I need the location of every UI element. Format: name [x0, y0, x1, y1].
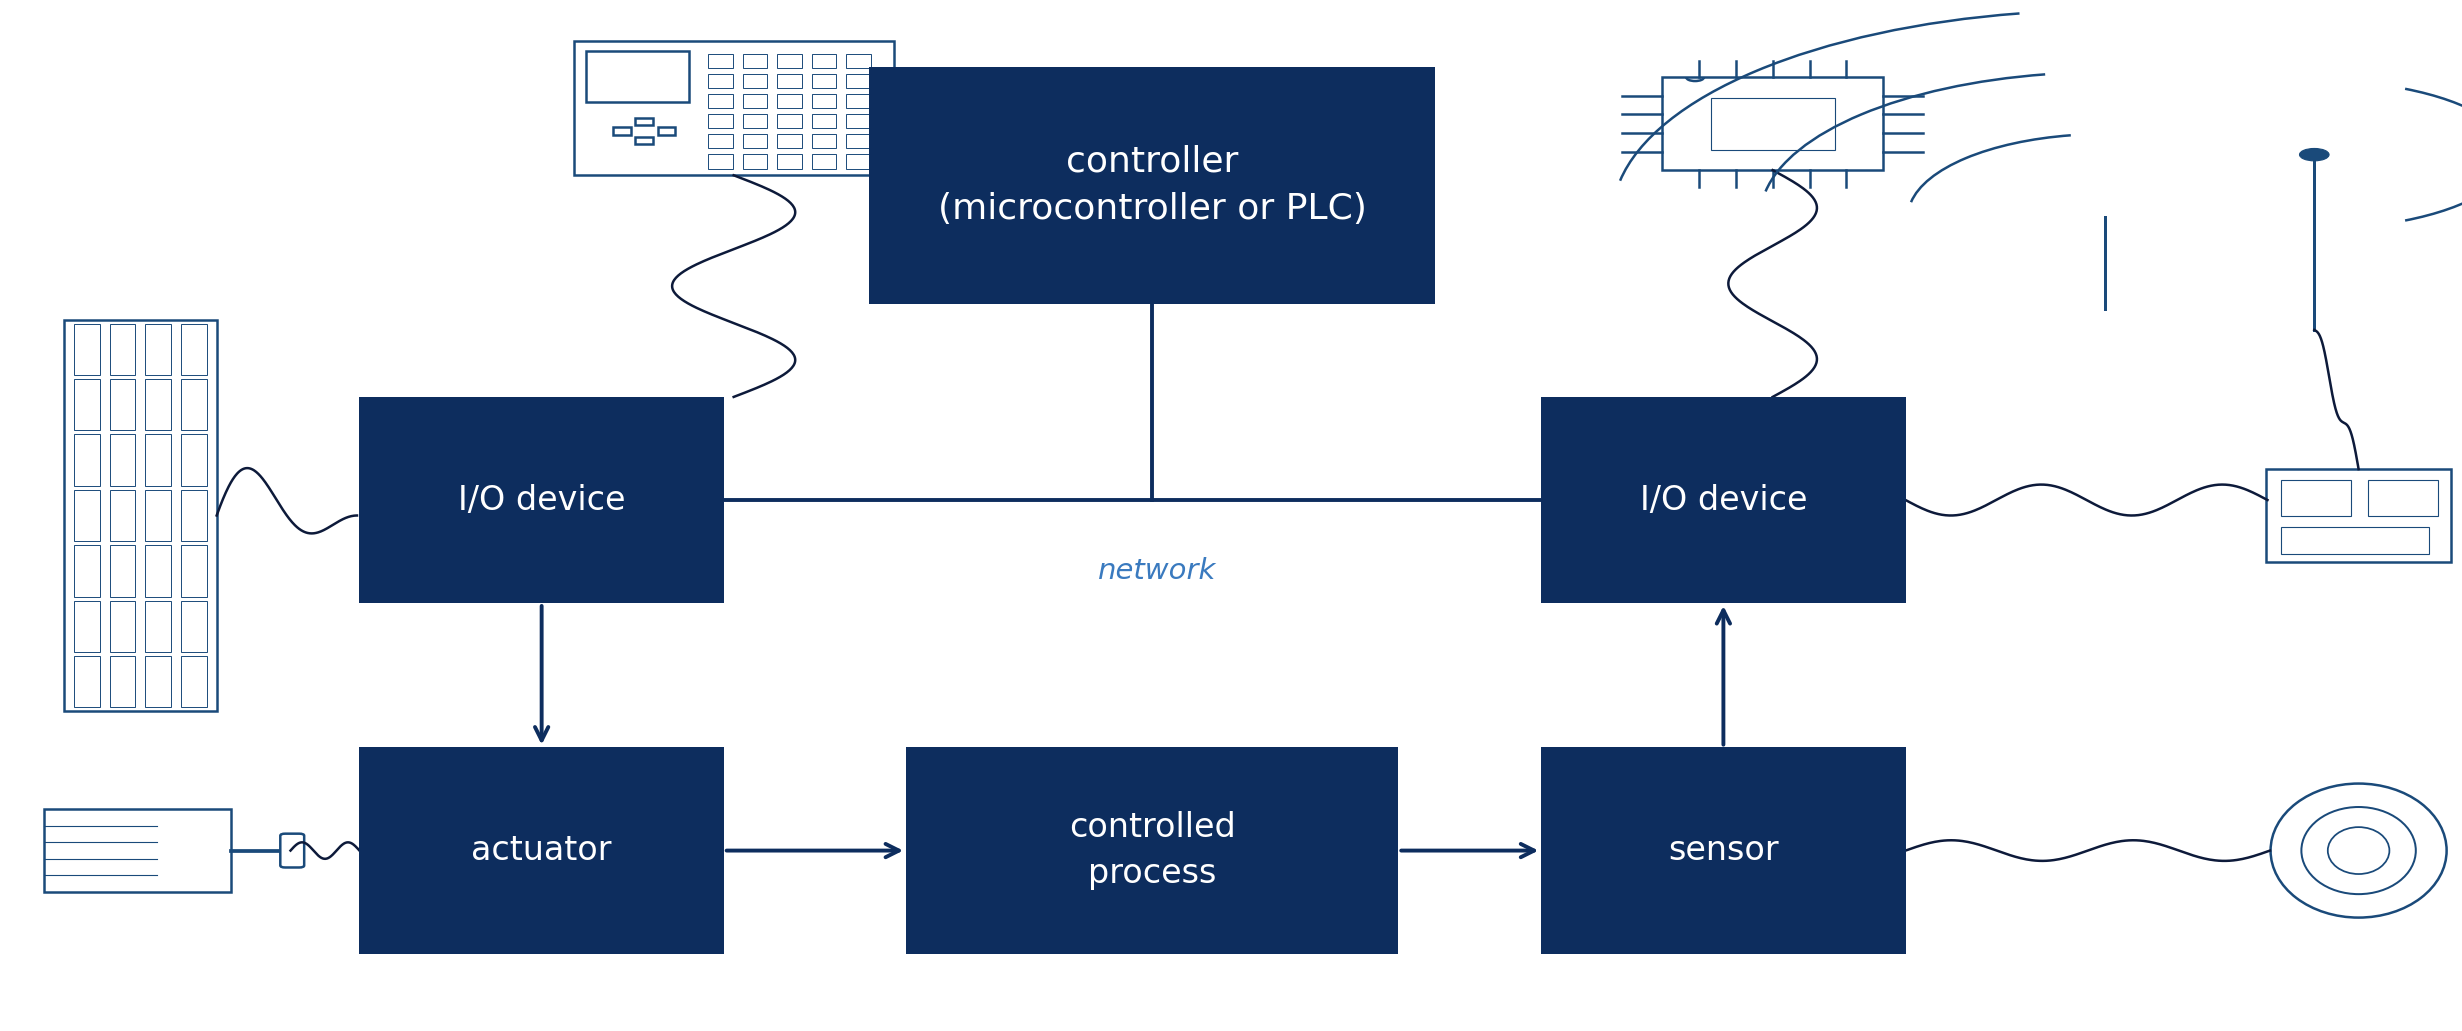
- Bar: [74, 656, 98, 707]
- Text: network: network: [1098, 557, 1216, 585]
- Bar: [635, 118, 652, 126]
- Bar: [64, 320, 217, 711]
- Bar: [145, 490, 170, 541]
- Bar: [182, 545, 207, 597]
- Bar: [778, 74, 803, 88]
- Bar: [359, 397, 724, 603]
- Bar: [778, 155, 803, 168]
- Bar: [744, 74, 768, 88]
- Bar: [182, 601, 207, 652]
- Bar: [108, 434, 135, 486]
- Bar: [847, 74, 872, 88]
- Bar: [182, 324, 207, 375]
- Bar: [182, 656, 207, 707]
- Bar: [2368, 480, 2437, 516]
- Bar: [709, 94, 734, 108]
- Bar: [744, 94, 768, 108]
- Text: controlled
process: controlled process: [1069, 811, 1236, 890]
- Bar: [108, 656, 135, 707]
- Bar: [709, 114, 734, 128]
- Bar: [145, 434, 170, 486]
- Bar: [74, 601, 98, 652]
- Bar: [182, 379, 207, 430]
- Bar: [847, 134, 872, 148]
- Bar: [613, 127, 630, 135]
- Bar: [74, 434, 98, 486]
- Bar: [44, 809, 231, 892]
- Bar: [74, 490, 98, 541]
- Bar: [1711, 98, 1834, 149]
- Bar: [657, 127, 675, 135]
- Bar: [744, 114, 768, 128]
- Bar: [108, 601, 135, 652]
- Bar: [74, 324, 98, 375]
- Bar: [847, 155, 872, 168]
- Circle shape: [2300, 148, 2329, 161]
- Bar: [709, 54, 734, 68]
- Bar: [108, 490, 135, 541]
- Text: controller
(microcontroller or PLC): controller (microcontroller or PLC): [938, 144, 1366, 227]
- Bar: [744, 54, 768, 68]
- Bar: [74, 545, 98, 597]
- Bar: [2280, 480, 2351, 516]
- Bar: [812, 94, 837, 108]
- Bar: [869, 67, 1435, 304]
- Bar: [778, 134, 803, 148]
- Bar: [906, 747, 1398, 954]
- Bar: [586, 51, 689, 101]
- Text: sensor: sensor: [1669, 834, 1778, 867]
- Bar: [108, 324, 135, 375]
- Bar: [2265, 469, 2452, 562]
- Bar: [2280, 527, 2428, 555]
- Bar: [145, 379, 170, 430]
- Bar: [812, 54, 837, 68]
- Bar: [635, 137, 652, 144]
- Bar: [1662, 77, 1883, 170]
- Bar: [1541, 747, 1906, 954]
- Bar: [847, 114, 872, 128]
- Bar: [744, 155, 768, 168]
- Bar: [182, 490, 207, 541]
- Bar: [145, 324, 170, 375]
- Bar: [145, 545, 170, 597]
- Bar: [574, 41, 894, 175]
- Bar: [182, 434, 207, 486]
- Bar: [709, 74, 734, 88]
- Bar: [778, 54, 803, 68]
- Text: I/O device: I/O device: [458, 484, 625, 517]
- Bar: [74, 379, 98, 430]
- Bar: [812, 155, 837, 168]
- Bar: [359, 747, 724, 954]
- Bar: [145, 601, 170, 652]
- Bar: [812, 114, 837, 128]
- Bar: [145, 656, 170, 707]
- Bar: [709, 155, 734, 168]
- Bar: [1541, 397, 1906, 603]
- Text: I/O device: I/O device: [1640, 484, 1807, 517]
- Bar: [812, 74, 837, 88]
- Bar: [108, 545, 135, 597]
- Bar: [847, 54, 872, 68]
- Bar: [847, 94, 872, 108]
- Bar: [812, 134, 837, 148]
- Bar: [778, 114, 803, 128]
- Bar: [778, 94, 803, 108]
- Bar: [108, 379, 135, 430]
- Text: actuator: actuator: [470, 834, 613, 867]
- FancyBboxPatch shape: [281, 834, 305, 867]
- Bar: [744, 134, 768, 148]
- Bar: [709, 134, 734, 148]
